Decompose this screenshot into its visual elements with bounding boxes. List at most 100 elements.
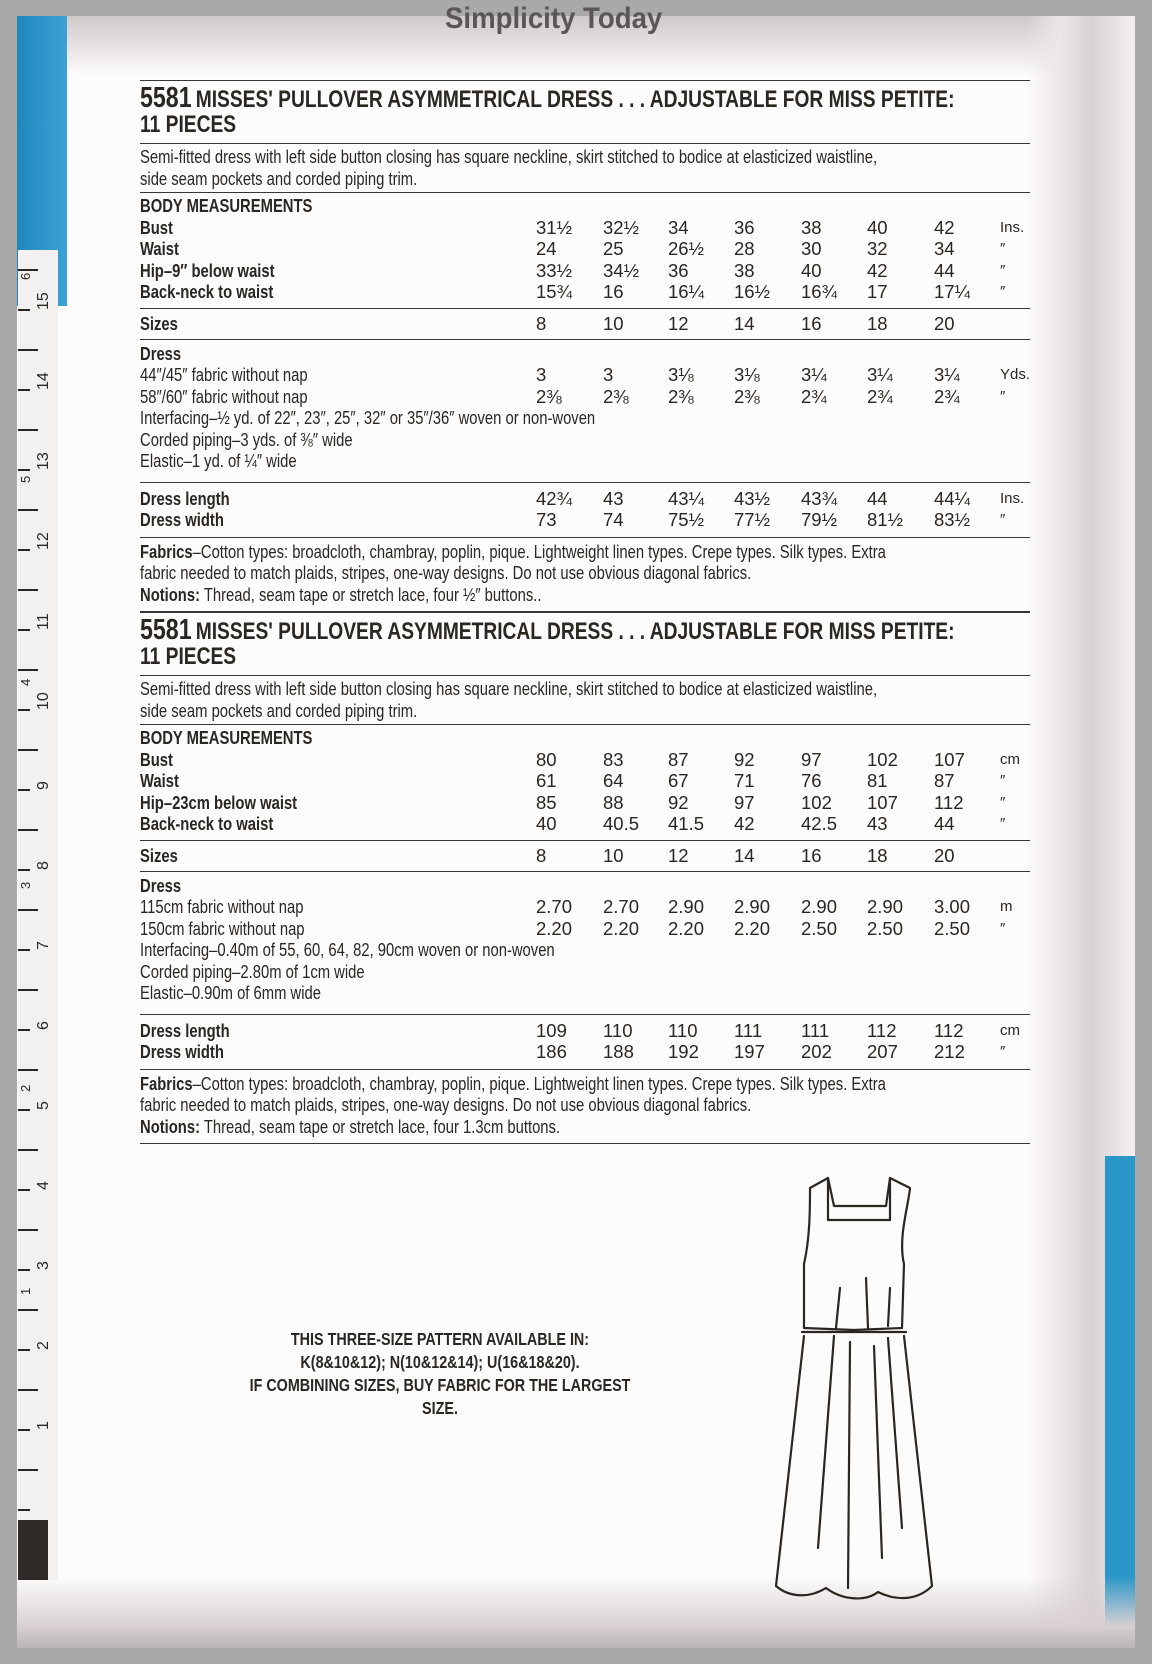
garment-measure-row-unit: cm <box>1000 1021 1020 1039</box>
dress-heading-text: Dress <box>140 342 182 364</box>
ruler-inch-label: 4 <box>18 679 33 686</box>
body-row-value: 107 <box>934 748 965 770</box>
fabrics-line-2-text: fabric needed to match plaids, stripes, … <box>140 562 752 583</box>
ruler-cm-label: 10 <box>35 692 52 710</box>
fabric-yardage-row-value: 2.20 <box>536 917 573 939</box>
divider <box>140 481 1030 483</box>
fabric-yardage-row-value: 3¼ <box>801 364 827 385</box>
fabric-yardage-row-value: 2.90 <box>734 896 771 917</box>
fabrics-line-1: –Cotton types: broadcloth, chambray, pop… <box>192 1072 886 1094</box>
body-row-label: Waist <box>140 238 189 259</box>
description-line-text: side seam pockets and corded piping trim… <box>140 167 418 189</box>
body-row-label: Hip–23cm below waist <box>140 792 336 813</box>
pieces-count: 11 PIECES <box>140 644 260 671</box>
sizes-row-value: 8 <box>536 844 547 866</box>
divider <box>140 839 1030 841</box>
fabric-yardage-row-unit: ″ <box>1000 387 1006 405</box>
body-row-value: 42.5 <box>801 813 838 834</box>
fabrics-line-2: fabric needed to match plaids, stripes, … <box>140 562 904 583</box>
sizes-row-label-text: Sizes <box>140 312 178 334</box>
garment-measure-row-label-text: Dress width <box>140 509 224 530</box>
body-row-value: 92 <box>734 748 755 770</box>
divider <box>140 1013 1030 1015</box>
body-row-label: Back-neck to waist <box>140 813 307 834</box>
ruler-cm-label: 6 <box>35 1021 52 1030</box>
dress-neckline <box>826 1176 892 1222</box>
garment-measure-row-value: 73 <box>536 509 557 530</box>
fabric-yardage-row-value: 2⅜ <box>603 385 629 407</box>
ruler-cm-label: 8 <box>35 861 52 870</box>
body-row-value: 17¼ <box>934 281 971 302</box>
divider <box>140 1143 1030 1144</box>
availability-line: K(8&10&12); N(10&12&14); U(16&18&20). <box>300 1352 580 1372</box>
bottom-shadow <box>17 1576 1135 1648</box>
dress-skirt <box>774 1334 934 1600</box>
fabric-yardage-row-label-text: 44″/45″ fabric without nap <box>140 364 308 385</box>
body-row-value: 61 <box>536 770 557 791</box>
body-row-value: 81 <box>867 770 888 791</box>
body-row-value: 34 <box>934 238 955 259</box>
body-row-value: 97 <box>801 748 822 770</box>
ruler-body <box>18 250 58 1580</box>
fabric-yardage-row-unit: ″ <box>1000 919 1006 937</box>
description-line: side seam pockets and corded piping trim… <box>140 700 487 721</box>
divider <box>140 675 1030 676</box>
description-line: Semi-fitted dress with left side button … <box>140 146 1061 167</box>
ruler-inch-label: 1 <box>18 1288 33 1295</box>
body-row-value: 15¾ <box>536 281 573 302</box>
description-line-text: side seam pockets and corded piping trim… <box>140 699 418 721</box>
ruler-cm-label: 14 <box>35 372 52 390</box>
description-line: side seam pockets and corded piping trim… <box>140 168 487 189</box>
garment-measure-row-value: 83½ <box>934 509 971 530</box>
sizes-row-value: 14 <box>734 312 755 334</box>
ruler-cm-label: 15 <box>35 292 52 310</box>
ruler-inch-label: 6 <box>18 273 33 280</box>
description-line-text: Semi-fitted dress with left side button … <box>140 146 878 167</box>
ruler-cm-label: 7 <box>35 941 52 950</box>
body-row-unit: Ins. <box>1000 218 1025 236</box>
body-row-label-text: Waist <box>140 770 179 791</box>
garment-measure-row-value: 197 <box>734 1041 765 1062</box>
body-measurements-heading: BODY MEASUREMENTS <box>140 727 356 748</box>
body-row-value: 16¾ <box>801 281 838 302</box>
garment-measure-row-value: 110 <box>668 1019 698 1041</box>
garment-measure-row-value: 77½ <box>734 509 771 530</box>
size-availability-note: THIS THREE-SIZE PATTERN AVAILABLE IN: K(… <box>200 1328 680 1420</box>
body-row-value: 97 <box>734 791 755 813</box>
fabric-yardage-row-value: 2⅜ <box>668 385 694 407</box>
body-row-label-text: Hip–9″ below waist <box>140 259 275 281</box>
garment-measure-row-value: 112 <box>867 1019 897 1041</box>
divider <box>140 143 1030 144</box>
garment-measure-row-value: 192 <box>668 1041 699 1062</box>
garment-measure-row-value: 43½ <box>734 487 771 509</box>
body-row-unit: ″ <box>1000 261 1006 279</box>
ruler-brand-tag <box>18 1520 48 1580</box>
divider <box>140 338 1030 340</box>
description-line: Semi-fitted dress with left side button … <box>140 678 1061 699</box>
fabrics-line: Fabrics–Cotton types: broadcloth, chambr… <box>140 1073 886 1094</box>
brand-logo: Simplicity Today <box>445 2 663 35</box>
requirement-note: Corded piping–2.80m of 1cm wide <box>140 961 421 982</box>
garment-measure-row-value: 43¼ <box>668 487 705 509</box>
pattern-envelope-back <box>17 16 1135 1648</box>
body-row-value: 25 <box>603 238 624 259</box>
garment-measure-row-value: 186 <box>536 1041 567 1062</box>
sizes-row-label: Sizes <box>140 313 187 334</box>
body-row-label-text: Hip–23cm below waist <box>140 791 298 813</box>
garment-measure-row-value: 42¾ <box>536 487 573 509</box>
divider <box>140 192 1030 193</box>
availability-line: THIS THREE-SIZE PATTERN AVAILABLE IN: <box>290 1329 590 1349</box>
requirement-note-text: Interfacing–½ yd. of 22″, 23″, 25″, 32″ … <box>140 407 596 428</box>
fabric-yardage-row-value: 2¾ <box>801 385 827 407</box>
fabric-yardage-row-value: 2.90 <box>867 896 904 917</box>
fabric-yardage-row-value: 3¼ <box>867 364 893 385</box>
body-row-value: 87 <box>934 770 955 791</box>
body-row-value: 44 <box>934 259 955 281</box>
ruler-cm-label: 4 <box>35 1181 52 1190</box>
body-row-label-text: Waist <box>140 238 179 259</box>
sizes-row-value: 20 <box>934 312 955 334</box>
body-row-value: 26½ <box>668 238 705 259</box>
sizes-row-value: 12 <box>668 312 689 334</box>
ruler-cm-label: 9 <box>35 781 52 790</box>
body-row-value: 30 <box>801 238 822 259</box>
